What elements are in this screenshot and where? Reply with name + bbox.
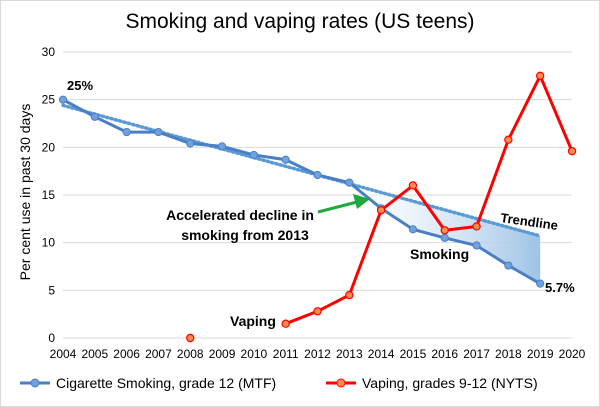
end-value-label: 5.7% [545,280,575,295]
smoking-point [281,155,290,164]
vaping-point [535,71,545,81]
vaping-point [281,319,290,328]
vaping-point [186,333,195,343]
vaping-line [285,72,574,326]
smoking-point [90,112,99,121]
y-tick-label: 30 [42,45,56,59]
smoking-point [186,139,195,148]
smoking-point [408,225,418,234]
decline-label-line1: Accelerated decline in [166,207,314,223]
axis-layer: 0 5 10 15 20 25 30 2004 2005 2006 2007 2008 2009 2010… [42,45,586,361]
smoking-line [62,98,541,285]
grid-layer [63,51,572,339]
smoking-point [440,233,449,242]
x-tick-label: 2006 [113,347,140,361]
y-tick-label: 15 [42,188,56,202]
smoking-label: Smoking [410,246,469,262]
vaping-label: Vaping [230,313,276,329]
decline-arrow [317,200,358,214]
x-tick-label: 2016 [431,347,458,361]
legend-vaping-text: Vaping, grades 9-12 (NYTS) [362,375,538,391]
vaping-point [376,206,386,215]
trend-layer [61,103,542,238]
smoking-point [154,127,163,137]
smoking-point [313,170,322,180]
chart-title: Smoking and vaping rates (US teens) [125,10,474,33]
x-tick-label: 2004 [50,347,77,361]
x-tick-label: 2018 [495,347,522,361]
legend-smoking-marker [30,378,40,388]
x-tick-label: 2010 [241,347,268,361]
vaping-point [345,290,354,300]
x-tick-label: 2011 [273,347,299,361]
vaping-point [313,307,322,316]
y-tick-label: 10 [42,236,56,250]
vaping-point [440,226,449,235]
vaping-point [504,135,513,144]
x-tick-label: 2013 [336,347,363,361]
smoking-point [122,127,131,137]
decline-label-line2: smoking from 2013 [181,227,309,243]
smoking-point [217,142,227,151]
y-tick-label: 25 [42,93,56,107]
smoking-point [472,241,481,250]
legend-smoking-text: Cigarette Smoking, grade 12 (MTF) [56,375,276,391]
y-tick-label: 0 [48,331,55,345]
x-tick-label: 2007 [145,347,172,361]
x-tick-label: 2008 [177,347,204,361]
smoking-point [504,261,513,270]
start-value-label: 25% [67,78,93,93]
x-tick-label: 2017 [463,347,490,361]
vaping-point [408,181,418,190]
y-axis-label: Per cent use in past 30 days [17,104,33,281]
smoking-point [249,150,258,160]
x-tick-label: 2015 [400,347,427,361]
trendline [61,103,542,238]
legend: Cigarette Smoking, grade 12 (MTF) Vaping… [20,375,538,391]
x-tick-label: 2005 [81,347,108,361]
y-tick-label: 5 [48,283,55,297]
smoking-point [536,279,545,288]
x-tick-label: 2014 [368,347,395,361]
smoking-point [58,95,68,104]
smoking-point [345,178,354,187]
y-tick-label: 20 [42,140,56,154]
legend-vaping-marker [336,378,346,388]
x-tick-label: 2009 [209,347,236,361]
decline-arrow-head [353,194,370,209]
x-tick-label: 2012 [304,347,331,361]
annotation-layer [317,194,370,214]
x-tick-label: 2020 [559,347,586,361]
vaping-point [472,222,481,231]
series-layer [58,71,577,343]
vaping-point [567,146,577,156]
x-tick-label: 2019 [527,347,554,361]
